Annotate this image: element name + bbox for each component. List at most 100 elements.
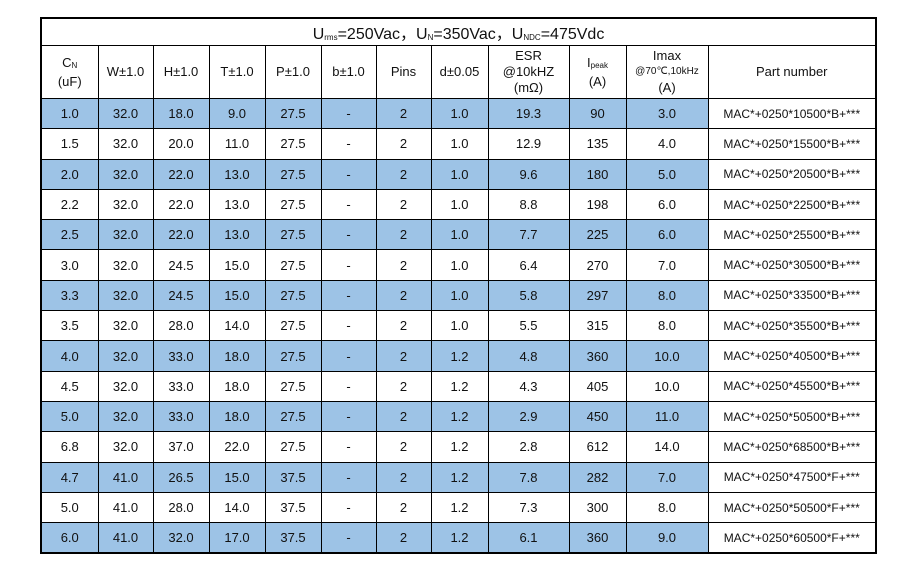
part-number: MAC*+0250*30500*B+*** bbox=[707, 249, 877, 281]
cell: - bbox=[320, 461, 377, 493]
cell: 9.6 bbox=[487, 158, 570, 190]
cell: 6.4 bbox=[487, 249, 570, 281]
cell: 8.0 bbox=[625, 491, 709, 524]
cell: 2.5 bbox=[40, 219, 99, 251]
cell: - bbox=[320, 310, 377, 342]
header-line: CN bbox=[42, 55, 98, 74]
header-condition: @70℃,10kHz bbox=[635, 66, 699, 77]
cell: 32.0 bbox=[97, 279, 154, 312]
cell: 14.0 bbox=[208, 310, 266, 342]
cell: 2 bbox=[375, 522, 432, 554]
header-line: b±1.0 bbox=[322, 64, 376, 80]
cell: 2 bbox=[375, 461, 432, 493]
data-row: 4.0 32.0 33.0 18.0 27.5-2 1.2 4.8 360 10.0 MAC*+0… bbox=[40, 340, 877, 372]
cell: 2 bbox=[375, 340, 432, 372]
header-cell: T±1.0 bbox=[208, 45, 266, 99]
header-line: Part number bbox=[709, 64, 876, 80]
cell: 315 bbox=[568, 310, 627, 342]
header-cell: P±1.0 bbox=[264, 45, 322, 99]
cell: 33.0 bbox=[152, 370, 210, 402]
cell: 360 bbox=[568, 340, 627, 372]
table-body: Urms=250Vac，UN=350Vac，UNDC=475Vdc CN (uF) W… bbox=[40, 17, 877, 554]
header-line: Ipeak bbox=[570, 55, 626, 74]
part-number: MAC*+0250*60500*F+*** bbox=[707, 522, 877, 554]
header-cell: Part number bbox=[707, 45, 877, 99]
cell: 1.0 bbox=[40, 97, 99, 130]
cell: 28.0 bbox=[152, 310, 210, 342]
part-number: MAC*+0250*25500*B+*** bbox=[707, 219, 877, 251]
cell: 32.0 bbox=[97, 431, 154, 463]
cell: 1.0 bbox=[430, 188, 489, 221]
cell: 18.0 bbox=[208, 340, 266, 372]
cell: 3.0 bbox=[625, 97, 709, 130]
cell: 19.3 bbox=[487, 97, 570, 130]
cell: 27.5 bbox=[264, 310, 322, 342]
cell: 41.0 bbox=[97, 491, 154, 524]
data-row: 6.0 41.0 32.0 17.0 37.5-2 1.2 6.1 360 9.0 MAC*+02… bbox=[40, 522, 877, 554]
header-line: P±1.0 bbox=[266, 64, 321, 80]
cell: 32.0 bbox=[97, 310, 154, 342]
cell: 22.0 bbox=[208, 431, 266, 463]
cell: 18.0 bbox=[208, 400, 266, 433]
title-symbol: U bbox=[416, 26, 428, 43]
cell: 450 bbox=[568, 400, 627, 433]
cell: 2 bbox=[375, 400, 432, 433]
cell: 2 bbox=[375, 431, 432, 463]
cell: 3.0 bbox=[40, 249, 99, 281]
cell: 17.0 bbox=[208, 522, 266, 554]
cell: 1.2 bbox=[430, 400, 489, 433]
part-number: MAC*+0250*47500*F+*** bbox=[707, 461, 877, 493]
header-cell: Ipeak (A) bbox=[568, 45, 627, 99]
header-unit: (A) bbox=[588, 73, 607, 89]
data-row: 4.5 32.0 33.0 18.0 27.5-2 1.2 4.3 405 10.0 MAC*+0… bbox=[40, 370, 877, 402]
cell: - bbox=[320, 340, 377, 372]
header-label: Imax bbox=[652, 48, 682, 63]
cell: 270 bbox=[568, 249, 627, 281]
header-line: T±1.0 bbox=[210, 64, 265, 80]
cell: 27.5 bbox=[264, 97, 322, 130]
cell: 41.0 bbox=[97, 522, 154, 554]
cell: 6.8 bbox=[40, 431, 99, 463]
cell: 4.7 bbox=[40, 461, 99, 493]
header-unit: (A) bbox=[658, 80, 676, 95]
cell: 2.9 bbox=[487, 400, 570, 433]
header-line: Pins bbox=[377, 64, 431, 80]
cell: 24.5 bbox=[152, 249, 210, 281]
cell: 41.0 bbox=[97, 461, 154, 493]
cell: 5.0 bbox=[40, 400, 99, 433]
data-row: 3.0 32.0 24.5 15.0 27.5-2 1.0 6.4 270 7.0 MAC*+02… bbox=[40, 249, 877, 281]
cell: 1.2 bbox=[430, 522, 489, 554]
cell: 2.8 bbox=[487, 431, 570, 463]
cell: 297 bbox=[568, 279, 627, 312]
header-line: ESR bbox=[489, 48, 569, 64]
cell: 2 bbox=[375, 158, 432, 190]
cell: 15.0 bbox=[208, 249, 266, 281]
cell: 7.0 bbox=[625, 249, 709, 281]
header-subscript: peak bbox=[590, 60, 608, 70]
title-value: =475Vdc bbox=[540, 26, 605, 43]
cell: 14.0 bbox=[625, 431, 709, 463]
cell: 27.5 bbox=[264, 188, 322, 221]
cell: 7.3 bbox=[487, 491, 570, 524]
spec-table: Urms=250Vac，UN=350Vac，UNDC=475Vdc CN (uF) W… bbox=[40, 17, 877, 555]
header-symbol: C bbox=[62, 54, 72, 70]
part-number: MAC*+0250*50500*B+*** bbox=[707, 400, 877, 433]
header-label: ESR bbox=[515, 48, 542, 63]
part-number: MAC*+0250*10500*B+*** bbox=[707, 97, 877, 130]
cell: 5.0 bbox=[625, 158, 709, 190]
cell: 12.9 bbox=[487, 128, 570, 160]
cell: 2.2 bbox=[40, 188, 99, 221]
cell: - bbox=[320, 158, 377, 190]
title-subscript: N bbox=[427, 33, 434, 42]
cell: 612 bbox=[568, 431, 627, 463]
cell: 13.0 bbox=[208, 219, 266, 251]
cell: 1.2 bbox=[430, 431, 489, 463]
cell: 225 bbox=[568, 219, 627, 251]
data-row: 1.5 32.0 20.0 11.0 27.5-2 1.0 12.9 135 4.0 MAC*+0… bbox=[40, 128, 877, 160]
cell: 24.5 bbox=[152, 279, 210, 312]
cell: 26.5 bbox=[152, 461, 210, 493]
cell: 32.0 bbox=[97, 370, 154, 402]
cell: 3.3 bbox=[40, 279, 99, 312]
cell: 5.8 bbox=[487, 279, 570, 312]
